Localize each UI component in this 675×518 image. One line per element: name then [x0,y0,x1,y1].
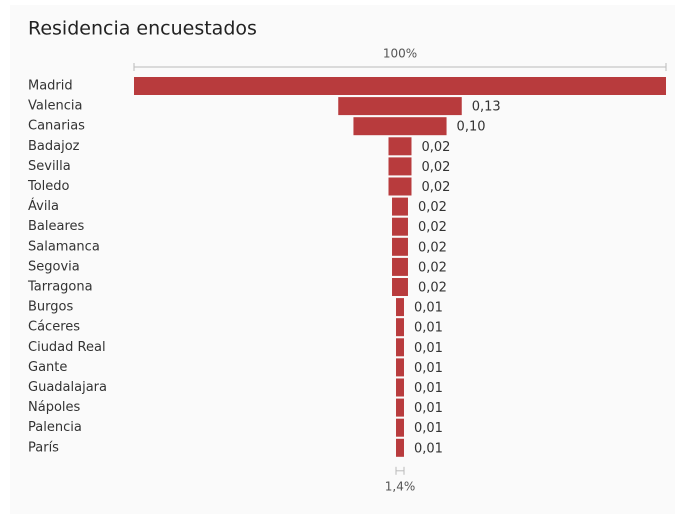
bar [388,137,412,156]
value-label: 0,02 [421,180,450,195]
category-label: Tarragona [27,280,93,295]
category-label: Gante [28,360,67,375]
value-label: 0,01 [414,441,443,456]
bar [353,117,447,136]
category-label: Burgos [28,300,73,315]
value-label: 0,01 [414,341,443,356]
category-label: París [28,440,59,455]
bar [134,77,666,95]
bar [388,157,412,176]
value-label: 0,10 [457,120,486,135]
bar [338,97,462,116]
value-label: 0,02 [418,200,447,215]
value-label: 0,02 [418,260,447,275]
category-label: Sevilla [28,159,71,174]
value-label: 0,02 [418,240,447,255]
value-label: 0,02 [418,281,447,296]
value-label: 0,01 [414,301,443,316]
category-label: Ciudad Real [28,340,106,355]
value-label: 0,01 [414,321,443,336]
bar [396,378,404,397]
category-label: Cáceres [28,320,80,335]
category-label: Canarias [28,119,85,134]
scale-label: 1,4% [385,479,416,493]
bar [396,318,404,337]
category-label: Badajoz [28,139,80,154]
value-label: 0,01 [414,381,443,396]
value-label: 0,01 [414,361,443,376]
value-label: 0,13 [472,100,501,115]
bar [396,358,404,377]
bar [396,398,404,417]
category-label: Salamanca [28,239,100,254]
category-label: Ávila [28,198,59,214]
bar [392,257,408,276]
value-label: 0,02 [418,220,447,235]
category-label: Palencia [28,420,82,435]
bar [396,298,404,317]
category-label: Guadalajara [28,380,107,395]
value-label: 0,02 [421,140,450,155]
bar [392,197,408,216]
bar [396,338,404,357]
category-label: Valencia [28,99,82,114]
bar [392,278,408,296]
category-label: Madrid [28,79,73,94]
chart-title: Residencia encuestados [28,18,257,40]
value-label: 0,01 [414,421,443,436]
bar [392,217,408,236]
bar [388,177,412,196]
category-label: Baleares [28,219,85,234]
bar [396,438,404,457]
value-label: 0,01 [414,401,443,416]
category-label: Toledo [27,179,70,194]
category-label: Nápoles [28,400,81,415]
value-label: 0,02 [421,160,450,175]
category-label: Segovia [28,259,80,274]
bar [396,418,404,437]
scale-label: 100% [383,47,417,61]
bar [392,237,408,256]
